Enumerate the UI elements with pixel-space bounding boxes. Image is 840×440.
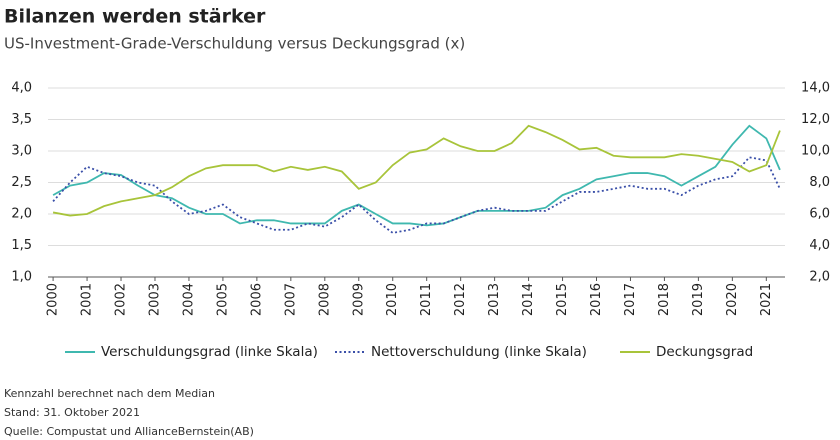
legend-label: Nettoverschuldung (linke Skala)	[371, 344, 587, 360]
y2-tick-label: 4,0	[809, 238, 830, 253]
y-tick-label: 3,0	[11, 144, 32, 159]
series-line	[52, 124, 781, 217]
y2-tick-label: 8,0	[809, 175, 830, 190]
x-tick-label: 2009	[351, 283, 366, 316]
x-tick-label: 2004	[181, 283, 196, 316]
footnote: Kennzahl berechnet nach dem Median	[4, 387, 215, 400]
legend-label: Deckungsgrad	[656, 344, 753, 360]
y-tick-label: 2,0	[11, 207, 32, 222]
y-tick-label: 3,5	[11, 112, 32, 127]
x-tick-label: 2006	[249, 283, 264, 316]
x-tick-label: 2015	[555, 283, 570, 316]
x-tick-label: 2003	[147, 283, 162, 316]
x-tick-label: 2011	[419, 283, 434, 316]
x-tick-label: 2021	[759, 283, 774, 316]
x-tick-label: 2020	[725, 283, 740, 316]
x-tick-label: 2018	[657, 283, 672, 316]
footnote: Stand: 31. Oktober 2021	[4, 406, 140, 419]
x-tick-label: 2002	[114, 283, 129, 316]
x-tick-label: 2019	[691, 283, 706, 316]
legend-label: Verschuldungsgrad (linke Skala)	[101, 344, 318, 360]
y-tick-label: 1,0	[11, 270, 32, 285]
x-tick-label: 2001	[80, 283, 95, 316]
y2-tick-label: 2,0	[809, 270, 830, 285]
y2-tick-label: 6,0	[809, 207, 830, 222]
x-tick-label: 2014	[521, 283, 536, 316]
x-tick-label: 2010	[385, 283, 400, 316]
x-tick-label: 2005	[215, 283, 230, 316]
y-tick-label: 1,5	[11, 238, 32, 253]
x-tick-label: 2012	[453, 283, 468, 316]
x-tick-label: 2000	[46, 283, 61, 316]
x-tick-label: 2008	[317, 283, 332, 316]
chart-subtitle: US-Investment-Grade-Verschuldung versus …	[4, 35, 465, 53]
x-tick-label: 2013	[487, 283, 502, 316]
y2-tick-label: 10,0	[801, 144, 830, 159]
y2-tick-label: 14,0	[801, 81, 830, 96]
x-tick-label: 2017	[623, 283, 638, 316]
series-line	[52, 124, 781, 227]
y2-tick-label: 12,0	[801, 112, 830, 127]
series-line	[52, 156, 781, 234]
footnote: Quelle: Compustat und AllianceBernstein(…	[4, 425, 254, 438]
chart-title: Bilanzen werden stärker	[4, 6, 266, 28]
y-tick-label: 4,0	[11, 81, 32, 96]
y-tick-label: 2,5	[11, 175, 32, 190]
x-tick-label: 2016	[589, 283, 604, 316]
x-tick-label: 2007	[283, 283, 298, 316]
